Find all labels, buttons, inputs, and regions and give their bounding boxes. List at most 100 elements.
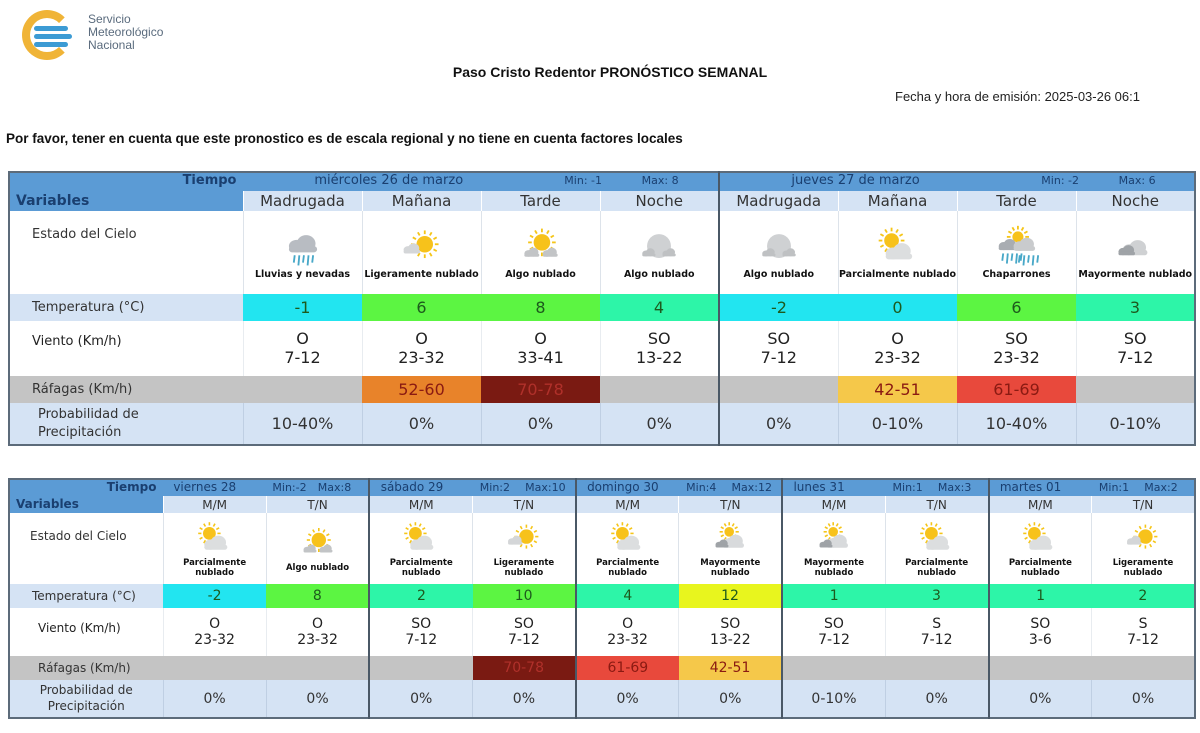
day-min: Min:1: [892, 481, 923, 494]
sky-description: Algo nublado: [285, 562, 350, 573]
temperature-value: 8: [266, 584, 370, 608]
sky-cell: Algo nublado: [718, 211, 838, 294]
corner-header: Tiempo Variables: [9, 479, 163, 513]
sky-description: Ligeramente nublado: [1112, 557, 1174, 578]
temperature-value: 8: [481, 294, 600, 321]
precip-prob-value: 0%: [162, 680, 267, 718]
mostly-cloudy-icon: [819, 521, 848, 548]
temperature-value: 0: [838, 294, 957, 321]
wind-cell: SO 7-12: [1075, 321, 1195, 376]
gust-value: [600, 376, 719, 403]
temperature-value: 3: [1076, 294, 1195, 321]
precip-prob-value: 0-10%: [1075, 403, 1195, 445]
wind-direction: O: [296, 329, 309, 349]
wind-direction: SO: [767, 329, 791, 349]
sun-behind-cloud-icon: [523, 228, 558, 257]
wind-direction: SO: [1030, 615, 1051, 632]
period-header: Noche: [1075, 191, 1195, 211]
wind-speed: 23-32: [607, 632, 648, 648]
sky-cell: Parcialmente nublado: [884, 513, 989, 584]
temperature-label: Temperatura (°C): [9, 584, 163, 608]
wind-direction: O: [312, 615, 324, 632]
wind-direction: O: [534, 329, 547, 349]
sky-description: Chaparrones: [982, 269, 1051, 281]
period-header: Madrugada: [242, 191, 362, 211]
gust-label: Ráfagas (Km/h): [9, 376, 243, 403]
sky-label: Estado del Cielo: [8, 513, 163, 584]
mostly-sunny-icon: [1127, 524, 1158, 549]
day-header: martes 01 Min:1 Max:2: [987, 479, 1195, 496]
emission-timestamp: Fecha y hora de emisión: 2025-03-26 06:1: [895, 89, 1140, 104]
sun-behind-cloud-icon: [303, 527, 333, 553]
wind-direction: SO: [411, 615, 432, 632]
day-header-row: Tiempo Variables miércoles 26 de marzo Mi…: [9, 172, 1195, 211]
day-name: domingo 30: [587, 480, 659, 494]
partly-cloudy-icon: [1023, 521, 1053, 550]
gust-value: [266, 656, 370, 680]
temperature-value: 4: [574, 584, 679, 608]
precip-prob-value: 0%: [987, 680, 1092, 718]
wind-direction: S: [932, 615, 942, 632]
wind-cell: O 23-32: [162, 608, 267, 656]
precip-prob-value: 0%: [678, 680, 783, 718]
wind-speed: 23-32: [993, 347, 1040, 367]
period-header: T/N: [678, 496, 783, 513]
sky-cell: Algo nublado: [480, 211, 600, 294]
sky-row: Estado del Cielo Parcialmente nublado Algo…: [8, 513, 1195, 584]
sky-row: Estado del Cielo Lluvias y nevadas Ligeram…: [8, 211, 1195, 294]
day-min: Min: -2: [1041, 174, 1079, 187]
logo-line: Servicio: [88, 12, 131, 26]
day-name: viernes 28: [173, 480, 237, 494]
wind-direction: O: [891, 329, 904, 349]
day-max: Max:2: [1144, 481, 1178, 494]
day-name: martes 01: [999, 480, 1062, 494]
wind-direction: SO: [1005, 329, 1028, 349]
wind-speed: 33-41: [517, 347, 564, 367]
period-header: Mañana: [361, 191, 481, 211]
sky-description: Algo nublado: [743, 269, 815, 281]
wind-speed: 7-12: [760, 347, 797, 367]
period-header: T/N: [884, 496, 989, 513]
wind-cell: S 7-12: [1091, 608, 1195, 656]
gust-value: 42-51: [838, 376, 957, 403]
precip-prob-value: 10-40%: [956, 403, 1076, 445]
gust-value: 52-60: [362, 376, 481, 403]
temperature-value: 6: [362, 294, 481, 321]
partly-cloudy-icon: [197, 521, 227, 550]
sky-cell: Mayormente nublado: [678, 513, 783, 584]
variables-label: Variables: [16, 193, 90, 209]
wind-row: Viento (Km/h) O 7-12 O 23-32 O 33-41 SO 13-22 SO 7…: [8, 321, 1195, 376]
temperature-value: 10: [472, 584, 576, 608]
mostly-sunny-icon: [403, 230, 439, 259]
sky-cell: Parcialmente nublado: [162, 513, 267, 584]
wind-label: Viento (Km/h): [8, 608, 163, 656]
sky-cell: Lluvias y nevadas: [242, 211, 362, 294]
sky-description: Mayormente nublado: [700, 557, 761, 578]
temperature-value: 3: [885, 584, 989, 608]
temperature-row: Temperatura (°C) -1 6 8 4 -2 0 6 3: [9, 294, 1195, 321]
precip-prob-value: 0%: [480, 403, 600, 445]
temperature-value: 2: [368, 584, 473, 608]
wind-direction: SO: [513, 615, 534, 632]
day-header: lunes 31 Min:1 Max:3: [781, 479, 989, 496]
gust-value: [987, 656, 1092, 680]
wind-direction: SO: [647, 329, 671, 349]
logo-line: Nacional: [88, 38, 135, 52]
day-name: sábado 29: [380, 480, 444, 494]
wind-cell: SO 23-32: [956, 321, 1076, 376]
sky-cell: Parcialmente nublado: [837, 211, 957, 294]
sky-description: Ligeramente nublado: [493, 557, 555, 578]
gust-value: 42-51: [678, 656, 783, 680]
gust-row: Ráfagas (Km/h) 70-78 61-69 42-51: [9, 656, 1195, 680]
sky-description: Ligeramente nublado: [364, 269, 479, 281]
day-max: Max: 6: [1118, 174, 1156, 187]
page-title: Paso Cristo Redentor PRONÓSTICO SEMANAL: [452, 64, 768, 80]
sky-description: Algo nublado: [505, 269, 576, 281]
wind-speed: 23-32: [194, 632, 235, 648]
period-header-row: Madrugada Mañana Tarde Noche Madrugada Mañana…: [9, 191, 1195, 211]
precip-prob-value: 0%: [472, 680, 576, 718]
wind-speed: 3-6: [1028, 632, 1052, 648]
wind-cell: SO 7-12: [781, 608, 886, 656]
period-header: Tarde: [956, 191, 1076, 211]
sky-description: Parcialmente nublado: [183, 557, 247, 578]
